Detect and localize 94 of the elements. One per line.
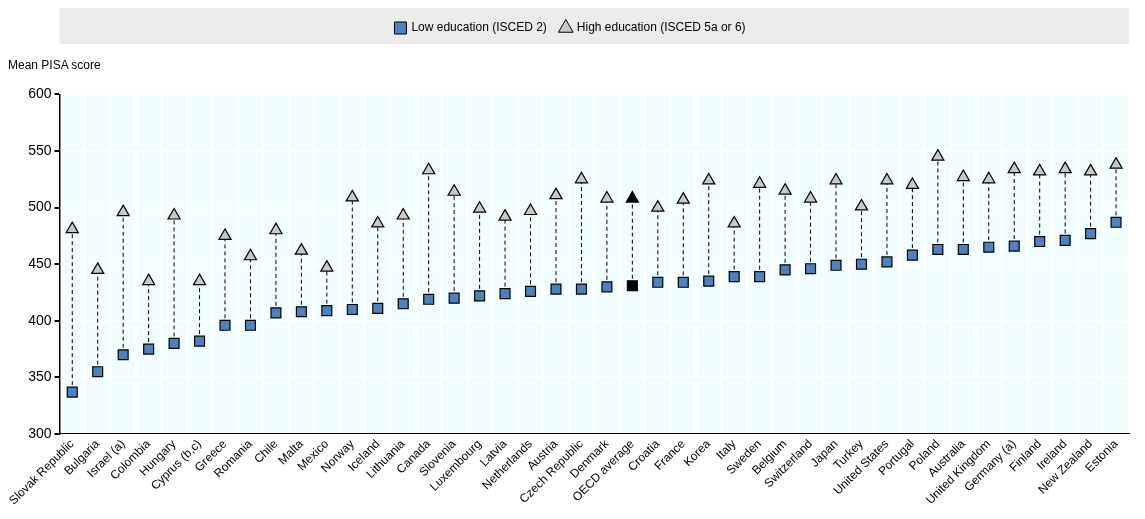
point <box>194 335 206 347</box>
point <box>956 169 970 182</box>
point <box>91 262 105 274</box>
point <box>1058 161 1072 174</box>
point <box>754 271 766 283</box>
point <box>243 248 258 261</box>
legend-label: High education (ISCED 5a or 6) <box>576 20 746 35</box>
point <box>625 190 640 203</box>
point <box>830 259 842 271</box>
point <box>523 203 538 216</box>
point <box>752 176 767 188</box>
point <box>66 386 78 398</box>
point <box>141 273 156 286</box>
point <box>1007 161 1021 174</box>
point <box>880 172 894 185</box>
point <box>983 241 995 253</box>
point <box>524 285 537 297</box>
point <box>423 293 435 305</box>
point <box>574 171 589 184</box>
point <box>499 288 511 300</box>
point <box>474 290 486 302</box>
point <box>677 276 689 288</box>
point <box>116 204 130 217</box>
y-tick-label: 600 <box>28 85 52 102</box>
point <box>447 184 461 196</box>
point <box>117 349 129 361</box>
point <box>703 275 715 287</box>
point <box>727 215 741 228</box>
point <box>626 280 638 292</box>
point <box>244 319 257 331</box>
point <box>1033 163 1047 176</box>
point <box>396 207 410 220</box>
point <box>779 264 791 276</box>
point <box>168 337 180 349</box>
point <box>346 303 358 316</box>
point <box>905 177 920 190</box>
y-axis-title: Mean PISA score <box>8 57 102 72</box>
point <box>143 343 155 355</box>
point <box>294 243 309 255</box>
y-tick-label: 500 <box>28 198 52 215</box>
y-tick-label: 450 <box>28 255 52 272</box>
y-tick-label: 350 <box>28 368 52 385</box>
point <box>1110 216 1122 228</box>
point <box>448 292 460 304</box>
point <box>321 305 333 317</box>
point <box>906 249 918 261</box>
point <box>1083 163 1098 176</box>
point <box>805 263 817 275</box>
point <box>931 149 945 161</box>
y-tick-label: 300 <box>28 424 52 441</box>
point <box>600 190 614 203</box>
point <box>854 198 869 211</box>
point <box>345 189 359 202</box>
point <box>932 243 944 256</box>
y-tick-label: 550 <box>28 141 52 158</box>
point <box>372 302 384 314</box>
point <box>651 199 665 212</box>
point <box>472 201 487 213</box>
point <box>397 298 409 310</box>
point <box>778 183 792 195</box>
point <box>65 221 79 234</box>
legend-label: Low education (ISCED 2) <box>411 20 547 35</box>
point <box>702 172 716 185</box>
point <box>957 243 969 256</box>
y-tick-label: 400 <box>28 311 52 328</box>
point <box>498 209 512 221</box>
point <box>1059 234 1071 246</box>
point <box>270 307 282 319</box>
point <box>269 222 283 235</box>
point <box>549 187 563 200</box>
point <box>676 192 690 204</box>
point <box>1109 156 1123 169</box>
point <box>728 271 740 283</box>
point <box>1034 236 1046 248</box>
point <box>1085 228 1097 240</box>
point <box>295 306 307 318</box>
point <box>881 256 893 268</box>
point <box>575 283 587 295</box>
point <box>219 319 231 331</box>
point <box>855 258 868 270</box>
point <box>422 162 436 175</box>
point <box>320 259 334 272</box>
point <box>218 228 232 240</box>
point <box>601 281 613 293</box>
point <box>550 283 562 295</box>
point <box>192 273 207 286</box>
point <box>1008 240 1020 252</box>
point <box>803 190 818 203</box>
point <box>371 215 385 228</box>
point <box>167 207 181 220</box>
point <box>652 276 664 288</box>
point <box>92 366 104 378</box>
point <box>829 172 843 185</box>
point <box>982 171 996 184</box>
